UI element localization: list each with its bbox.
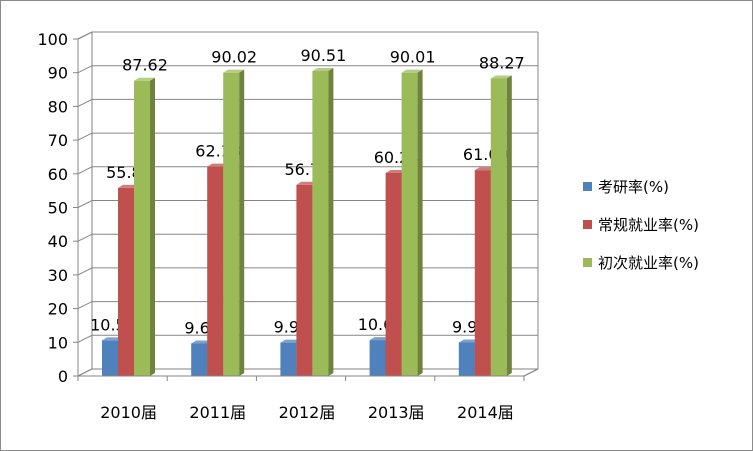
bar-front [118,187,134,376]
x-category-label: 2010届 [100,403,157,422]
bar-side [239,69,245,376]
bar-top [207,163,229,167]
y-tick-label: 0 [58,367,68,386]
bar-top [385,169,407,173]
data-label: 90.51 [300,46,346,65]
legend-label: 考研率(%) [598,177,669,196]
gridline [77,31,538,40]
bar-side [506,75,512,377]
bar-front [134,80,150,377]
bar-top [312,67,334,71]
gridline [77,166,538,175]
legend-label: 常规就业率(%) [598,215,699,234]
bar-front [458,342,475,376]
y-tick-label: 20 [48,300,68,319]
y-tick-label: 90 [48,64,68,83]
bar-front [369,340,386,376]
bar-top [223,69,245,73]
x-category-label: 2012届 [279,403,336,422]
bar-top [118,184,139,188]
y-tick-label: 60 [48,165,68,184]
legend-swatch [583,257,592,267]
bar-side [417,69,423,377]
bar-front [280,342,297,376]
x-category-label: 2011届 [189,403,246,422]
bar-front [401,72,418,377]
bar-top [490,75,512,79]
y-tick-label: 10 [48,333,68,352]
legend-label: 初次就业率(%) [598,253,699,272]
bar-top [474,167,496,171]
data-label: 88.27 [479,54,525,73]
bar-top [102,337,123,341]
y-tick-label: 30 [48,266,68,285]
bar-front [102,340,118,376]
bar-top [401,69,423,73]
data-label: 87.62 [122,56,168,75]
y-tick-label: 80 [48,97,68,116]
legend-item-kaoyan: 考研率(%) [583,176,699,196]
data-label: 90.02 [211,48,257,67]
data-label: 90.01 [390,48,436,67]
y-tick-label: 70 [48,131,68,150]
gridline [77,132,538,141]
bar-top [369,337,391,341]
y-tick-label: 100 [37,30,68,49]
gridline [77,98,538,107]
legend-swatch [583,181,592,191]
legend-item-changgui: 常规就业率(%) [583,214,699,234]
bar-front [207,166,224,376]
gridline [77,65,538,74]
bar-front [191,343,208,376]
bar-top [191,340,213,344]
x-category-label: 2013届 [368,403,425,422]
bar-front [474,170,491,376]
floor-right-edge [523,368,539,377]
bar-side [328,67,334,377]
legend-swatch [583,219,592,229]
bar-top [134,77,155,81]
bar-top [280,339,302,343]
legend-item-chuci: 初次就业率(%) [583,252,699,272]
legend: 考研率(%) 常规就业率(%) 初次就业率(%) [583,176,699,290]
y-tick-label: 40 [48,232,68,251]
bar-front [296,184,313,376]
bar-front [312,70,329,377]
bar-side [150,77,155,377]
y-tick-label: 50 [48,199,68,218]
bar-front [490,78,507,377]
x-category-label: 2014届 [457,403,514,422]
bar-front [223,72,240,376]
bar-front [385,172,402,376]
bar-top [296,181,318,185]
bar-top [458,339,480,343]
